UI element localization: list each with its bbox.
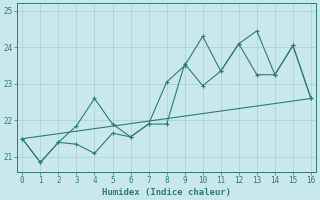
X-axis label: Humidex (Indice chaleur): Humidex (Indice chaleur) [102, 188, 231, 197]
